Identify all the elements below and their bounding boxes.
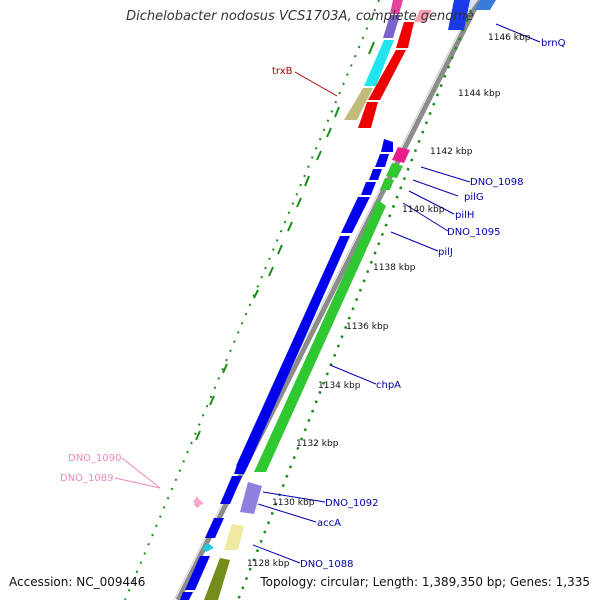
gene-purple-top bbox=[383, 15, 400, 38]
outer-dash-marks bbox=[195, 41, 375, 441]
gene-blue-6 bbox=[220, 476, 242, 504]
tick-label: 1130 kbp bbox=[272, 498, 315, 508]
gene-green-2 bbox=[380, 178, 394, 190]
tick-label: 1142 kbp bbox=[430, 147, 473, 157]
gene-magenta-top bbox=[390, 0, 403, 14]
inner-dotted-ring bbox=[236, 9, 473, 600]
topology-text: Topology: circular; Length: 1,389,350 bp… bbox=[260, 575, 590, 589]
top-genes bbox=[448, 0, 496, 30]
gene-label-chpA[interactable]: chpA bbox=[376, 380, 401, 391]
forward-genes bbox=[180, 0, 403, 600]
gene-label-DNO_1092[interactable]: DNO_1092 bbox=[325, 498, 379, 509]
map-title: Dichelobacter nodosus VCS1703A, complete… bbox=[126, 9, 474, 24]
tick-label: 1144 kbp bbox=[458, 89, 501, 99]
gene-khaki-2 bbox=[224, 524, 244, 550]
gene-label-DNO_1095[interactable]: DNO_1095 bbox=[447, 227, 501, 238]
gene-blue-8 bbox=[185, 556, 210, 590]
gene-red-2 bbox=[368, 50, 406, 100]
tick-label: 1132 kbp bbox=[296, 439, 339, 449]
tick-label: 1140 kbp bbox=[402, 205, 445, 215]
reverse-genes bbox=[204, 0, 478, 600]
gene-blue-7 bbox=[205, 518, 224, 538]
tick-label: 1134 kbp bbox=[318, 381, 361, 391]
gene-olive bbox=[204, 558, 230, 600]
gene-label-trxB[interactable]: trxB bbox=[272, 66, 293, 77]
gene-labels: brnQ trxB DNO_1098 pilG pilH DNO_1095 pi… bbox=[60, 38, 566, 570]
gene-label-DNO_1089[interactable]: DNO_1089 bbox=[60, 473, 114, 484]
gene-magenta bbox=[392, 147, 410, 163]
tick-label: 1136 kbp bbox=[346, 322, 389, 332]
label-lines bbox=[114, 23, 541, 564]
gene-khaki bbox=[344, 88, 373, 120]
accession-text: Accession: NC_009446 bbox=[9, 575, 146, 589]
gene-blue-9 bbox=[180, 592, 193, 600]
gene-blue-2 bbox=[375, 154, 389, 167]
gene-label-pilG[interactable]: pilG bbox=[464, 192, 484, 203]
gene-label-accA[interactable]: accA bbox=[317, 518, 341, 529]
pink-marker bbox=[193, 496, 204, 508]
gene-label-DNO_1090[interactable]: DNO_1090 bbox=[68, 453, 122, 464]
gene-red-3 bbox=[358, 102, 378, 128]
gene-green-1 bbox=[386, 163, 403, 178]
gene-cyan-small bbox=[202, 543, 214, 552]
gene-blue-3 bbox=[369, 169, 382, 180]
gene-blue-small bbox=[234, 462, 248, 474]
tick-labels: 1146 kbp 1144 kbp 1142 kbp 1140 kbp 1138… bbox=[247, 33, 531, 569]
tick-label: 1138 kbp bbox=[373, 263, 416, 273]
gene-purple-2 bbox=[240, 482, 262, 514]
gene-blue-5 bbox=[341, 197, 370, 233]
gene-blue-4 bbox=[361, 182, 376, 195]
gene-label-brnQ[interactable]: brnQ bbox=[541, 38, 566, 49]
gene-pink-top bbox=[414, 10, 432, 22]
gene-label-DNO_1098[interactable]: DNO_1098 bbox=[470, 177, 524, 188]
tick-label: 1128 kbp bbox=[247, 559, 290, 569]
gene-cyan bbox=[364, 40, 394, 86]
gene-blue-1 bbox=[381, 139, 393, 152]
gene-label-pilJ[interactable]: pilJ bbox=[438, 247, 453, 258]
gene-label-DNO_1088[interactable]: DNO_1088 bbox=[300, 559, 354, 570]
gene-lightblue-top-right bbox=[474, 0, 496, 10]
gene-blue-long bbox=[236, 236, 350, 466]
gene-green-long bbox=[254, 200, 386, 472]
gene-red-1 bbox=[396, 22, 414, 48]
gene-blue-top-right bbox=[448, 0, 470, 30]
tick-label: 1146 kbp bbox=[488, 33, 531, 43]
gene-label-pilH[interactable]: pilH bbox=[455, 210, 474, 221]
